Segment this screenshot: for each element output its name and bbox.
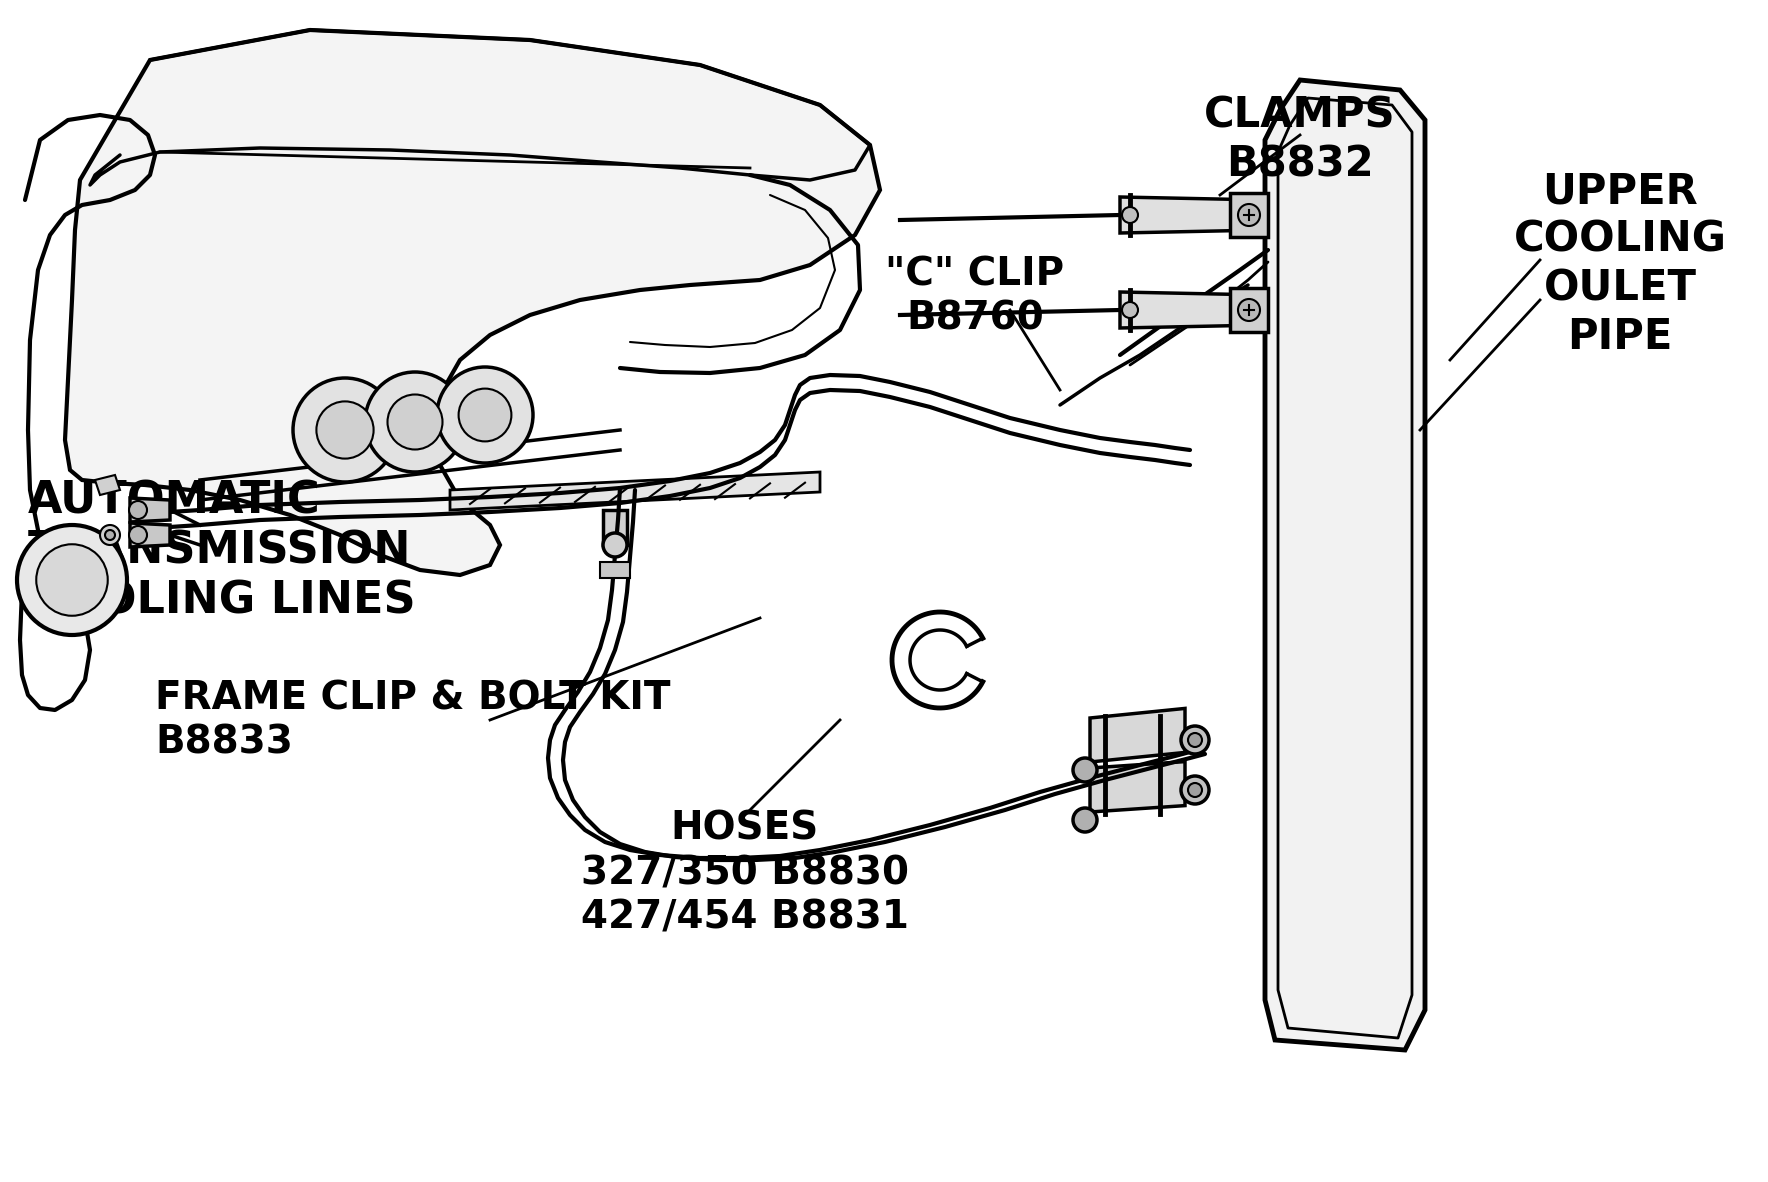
Circle shape bbox=[316, 402, 373, 459]
Circle shape bbox=[437, 366, 532, 463]
Polygon shape bbox=[95, 475, 120, 495]
Polygon shape bbox=[131, 498, 170, 522]
Circle shape bbox=[18, 525, 127, 635]
Text: HOSES
327/350 B8830
427/454 B8831: HOSES 327/350 B8830 427/454 B8831 bbox=[582, 810, 909, 936]
Polygon shape bbox=[599, 561, 629, 578]
Circle shape bbox=[1188, 733, 1202, 747]
Circle shape bbox=[1073, 808, 1096, 832]
Text: FRAME CLIP & BOLT KIT
B8833: FRAME CLIP & BOLT KIT B8833 bbox=[156, 680, 670, 762]
Circle shape bbox=[129, 501, 147, 519]
Circle shape bbox=[364, 372, 465, 472]
Polygon shape bbox=[451, 472, 820, 509]
Polygon shape bbox=[65, 30, 880, 574]
Polygon shape bbox=[603, 509, 628, 545]
Circle shape bbox=[1238, 207, 1254, 223]
Polygon shape bbox=[1091, 708, 1185, 762]
Polygon shape bbox=[1231, 288, 1268, 332]
Text: "C" CLIP
B8760: "C" CLIP B8760 bbox=[886, 255, 1064, 337]
Circle shape bbox=[387, 395, 442, 449]
Circle shape bbox=[101, 525, 120, 545]
Polygon shape bbox=[1119, 292, 1264, 327]
Circle shape bbox=[458, 389, 511, 441]
Text: CLAMPS
B8832: CLAMPS B8832 bbox=[1204, 95, 1395, 186]
Circle shape bbox=[1181, 777, 1209, 804]
Circle shape bbox=[1181, 726, 1209, 754]
Polygon shape bbox=[131, 522, 170, 547]
Circle shape bbox=[37, 544, 108, 616]
Circle shape bbox=[1123, 207, 1139, 223]
Circle shape bbox=[293, 378, 398, 482]
Polygon shape bbox=[1091, 761, 1185, 812]
Circle shape bbox=[1188, 782, 1202, 797]
Text: AUTOMATIC
TRANSMISSION
COOLING LINES: AUTOMATIC TRANSMISSION COOLING LINES bbox=[28, 480, 415, 623]
Text: UPPER
COOLING
OULET
PIPE: UPPER COOLING OULET PIPE bbox=[1513, 170, 1727, 358]
Polygon shape bbox=[1231, 193, 1268, 238]
Circle shape bbox=[104, 530, 115, 540]
Circle shape bbox=[603, 533, 628, 557]
Circle shape bbox=[1238, 204, 1261, 226]
Circle shape bbox=[1238, 301, 1254, 318]
Polygon shape bbox=[1119, 197, 1264, 233]
Circle shape bbox=[1238, 299, 1261, 322]
Circle shape bbox=[1123, 301, 1139, 318]
Polygon shape bbox=[1264, 80, 1425, 1050]
Circle shape bbox=[129, 526, 147, 544]
Circle shape bbox=[1073, 758, 1096, 782]
